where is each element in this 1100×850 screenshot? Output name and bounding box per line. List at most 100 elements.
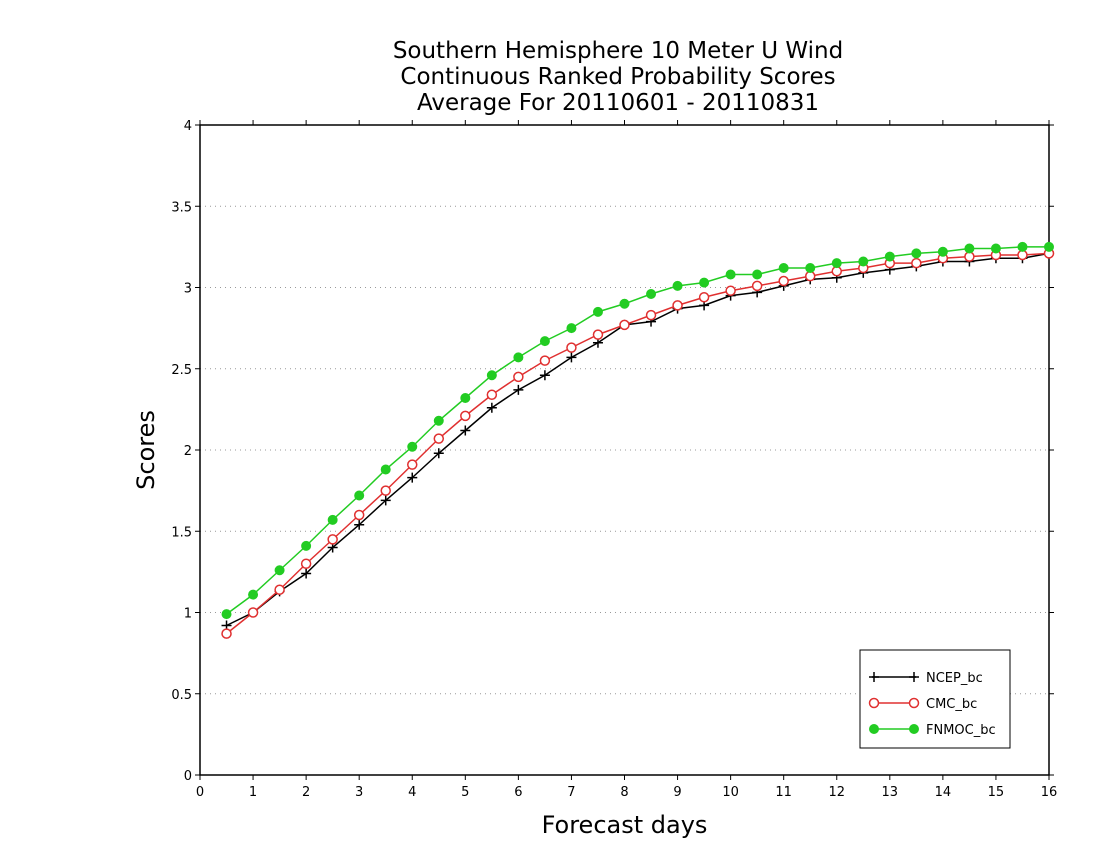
- data-point: [407, 459, 418, 470]
- x-tick-label: 10: [722, 785, 739, 800]
- chart-title-line-3: Average For 20110601 - 20110831: [417, 90, 819, 116]
- data-point: [248, 589, 259, 600]
- x-tick-label: 1: [249, 785, 257, 800]
- x-tick-label: 4: [408, 785, 416, 800]
- data-point: [380, 495, 391, 506]
- y-tick-label: 4: [184, 119, 192, 134]
- data-point: [911, 257, 922, 269]
- legend-marker: [908, 697, 920, 709]
- data-point: [247, 607, 259, 618]
- data-point: [1044, 241, 1054, 252]
- legend-marker: [868, 697, 880, 709]
- legend-item-NCEP_bc: NCEP_bc: [869, 671, 983, 686]
- data-point: [698, 292, 710, 303]
- data-point: [751, 280, 763, 292]
- data-point: [964, 243, 975, 254]
- chart-title-line-2: Continuous Ranked Probability Scores: [400, 64, 835, 90]
- x-tick-label: 13: [882, 785, 899, 800]
- data-point: [486, 370, 497, 381]
- legend-label: FNMOC_bc: [926, 723, 996, 738]
- y-tick-label: 0: [184, 769, 192, 784]
- data-point: [911, 248, 922, 259]
- data-point: [725, 269, 736, 280]
- y-tick-label: 2: [184, 444, 192, 459]
- data-point: [884, 251, 895, 262]
- x-tick-label: 12: [828, 785, 845, 800]
- legend: NCEP_bc CMC_bc FNMOC_bc: [859, 649, 1011, 749]
- y-tick-label: 3: [184, 282, 192, 297]
- data-point: [566, 323, 577, 334]
- x-axis: 0 1 2 3 4 5 6 7 8 9 10 11 12 13 14 15 16: [196, 120, 1057, 800]
- y-tick-label: 1: [184, 607, 192, 622]
- data-point: [460, 410, 471, 422]
- legend-marker: [869, 724, 879, 734]
- x-axis-label: Forecast days: [542, 811, 708, 839]
- data-point: [301, 540, 312, 551]
- data-point: [699, 277, 710, 288]
- data-point: [380, 464, 391, 475]
- data-point: [301, 568, 312, 579]
- data-point: [858, 256, 869, 267]
- series-line: [226, 252, 1050, 627]
- data-point: [274, 565, 285, 576]
- series-line: [226, 252, 1050, 635]
- data-point: [778, 263, 789, 273]
- data-point: [460, 425, 471, 436]
- data-point: [592, 329, 604, 340]
- data-point: [486, 389, 498, 400]
- series-NCEP_bc: [221, 248, 1054, 631]
- x-tick-label: 5: [461, 785, 469, 800]
- x-tick-label: 2: [302, 785, 310, 800]
- data-point: [380, 485, 391, 496]
- data-point: [672, 280, 683, 291]
- data-point: [566, 342, 577, 353]
- data-point: [433, 433, 445, 444]
- x-tick-label: 16: [1041, 785, 1058, 800]
- data-point: [407, 441, 418, 452]
- data-point: [354, 490, 365, 501]
- legend-marker: [909, 724, 919, 734]
- data-point: [592, 306, 603, 317]
- legend-label: NCEP_bc: [926, 671, 983, 686]
- x-tick-label: 7: [567, 785, 575, 800]
- x-tick-label: 8: [620, 785, 628, 800]
- legend-box: [859, 649, 1011, 749]
- series-plot: [221, 241, 1055, 639]
- x-tick-label: 15: [988, 785, 1005, 800]
- data-point: [460, 393, 471, 403]
- data-point: [539, 370, 550, 381]
- x-tick-label: 14: [935, 785, 952, 800]
- x-tick-label: 0: [196, 785, 204, 800]
- legend-item-CMC_bc: CMC_bc: [868, 697, 977, 712]
- data-point: [221, 628, 232, 639]
- y-tick-label: 2.5: [171, 363, 192, 378]
- data-point: [725, 285, 736, 296]
- data-point: [539, 336, 550, 347]
- data-point: [433, 415, 444, 426]
- legend-label: CMC_bc: [926, 697, 977, 712]
- x-tick-label: 11: [775, 785, 792, 800]
- data-point: [407, 472, 418, 483]
- data-point: [831, 258, 842, 269]
- data-point: [433, 448, 444, 459]
- data-point: [645, 309, 657, 321]
- data-point: [566, 352, 577, 363]
- data-point: [513, 371, 524, 383]
- data-point: [327, 514, 338, 525]
- data-point: [619, 298, 630, 309]
- y-axis-label: Scores: [132, 410, 160, 490]
- series-CMC_bc: [221, 248, 1055, 639]
- data-point: [300, 558, 312, 569]
- data-point: [513, 352, 524, 363]
- legend-marker: [869, 672, 879, 682]
- series-line: [226, 246, 1049, 615]
- data-point: [619, 319, 630, 331]
- series-FNMOC_bc: [221, 241, 1054, 620]
- data-point: [672, 300, 683, 311]
- y-axis: 0 0.5 1 1.5 2 2.5 3 3.5 4: [171, 119, 1054, 784]
- grid-lines: [200, 205, 1049, 695]
- data-point: [486, 402, 497, 413]
- data-point: [805, 263, 816, 273]
- data-point: [353, 509, 365, 521]
